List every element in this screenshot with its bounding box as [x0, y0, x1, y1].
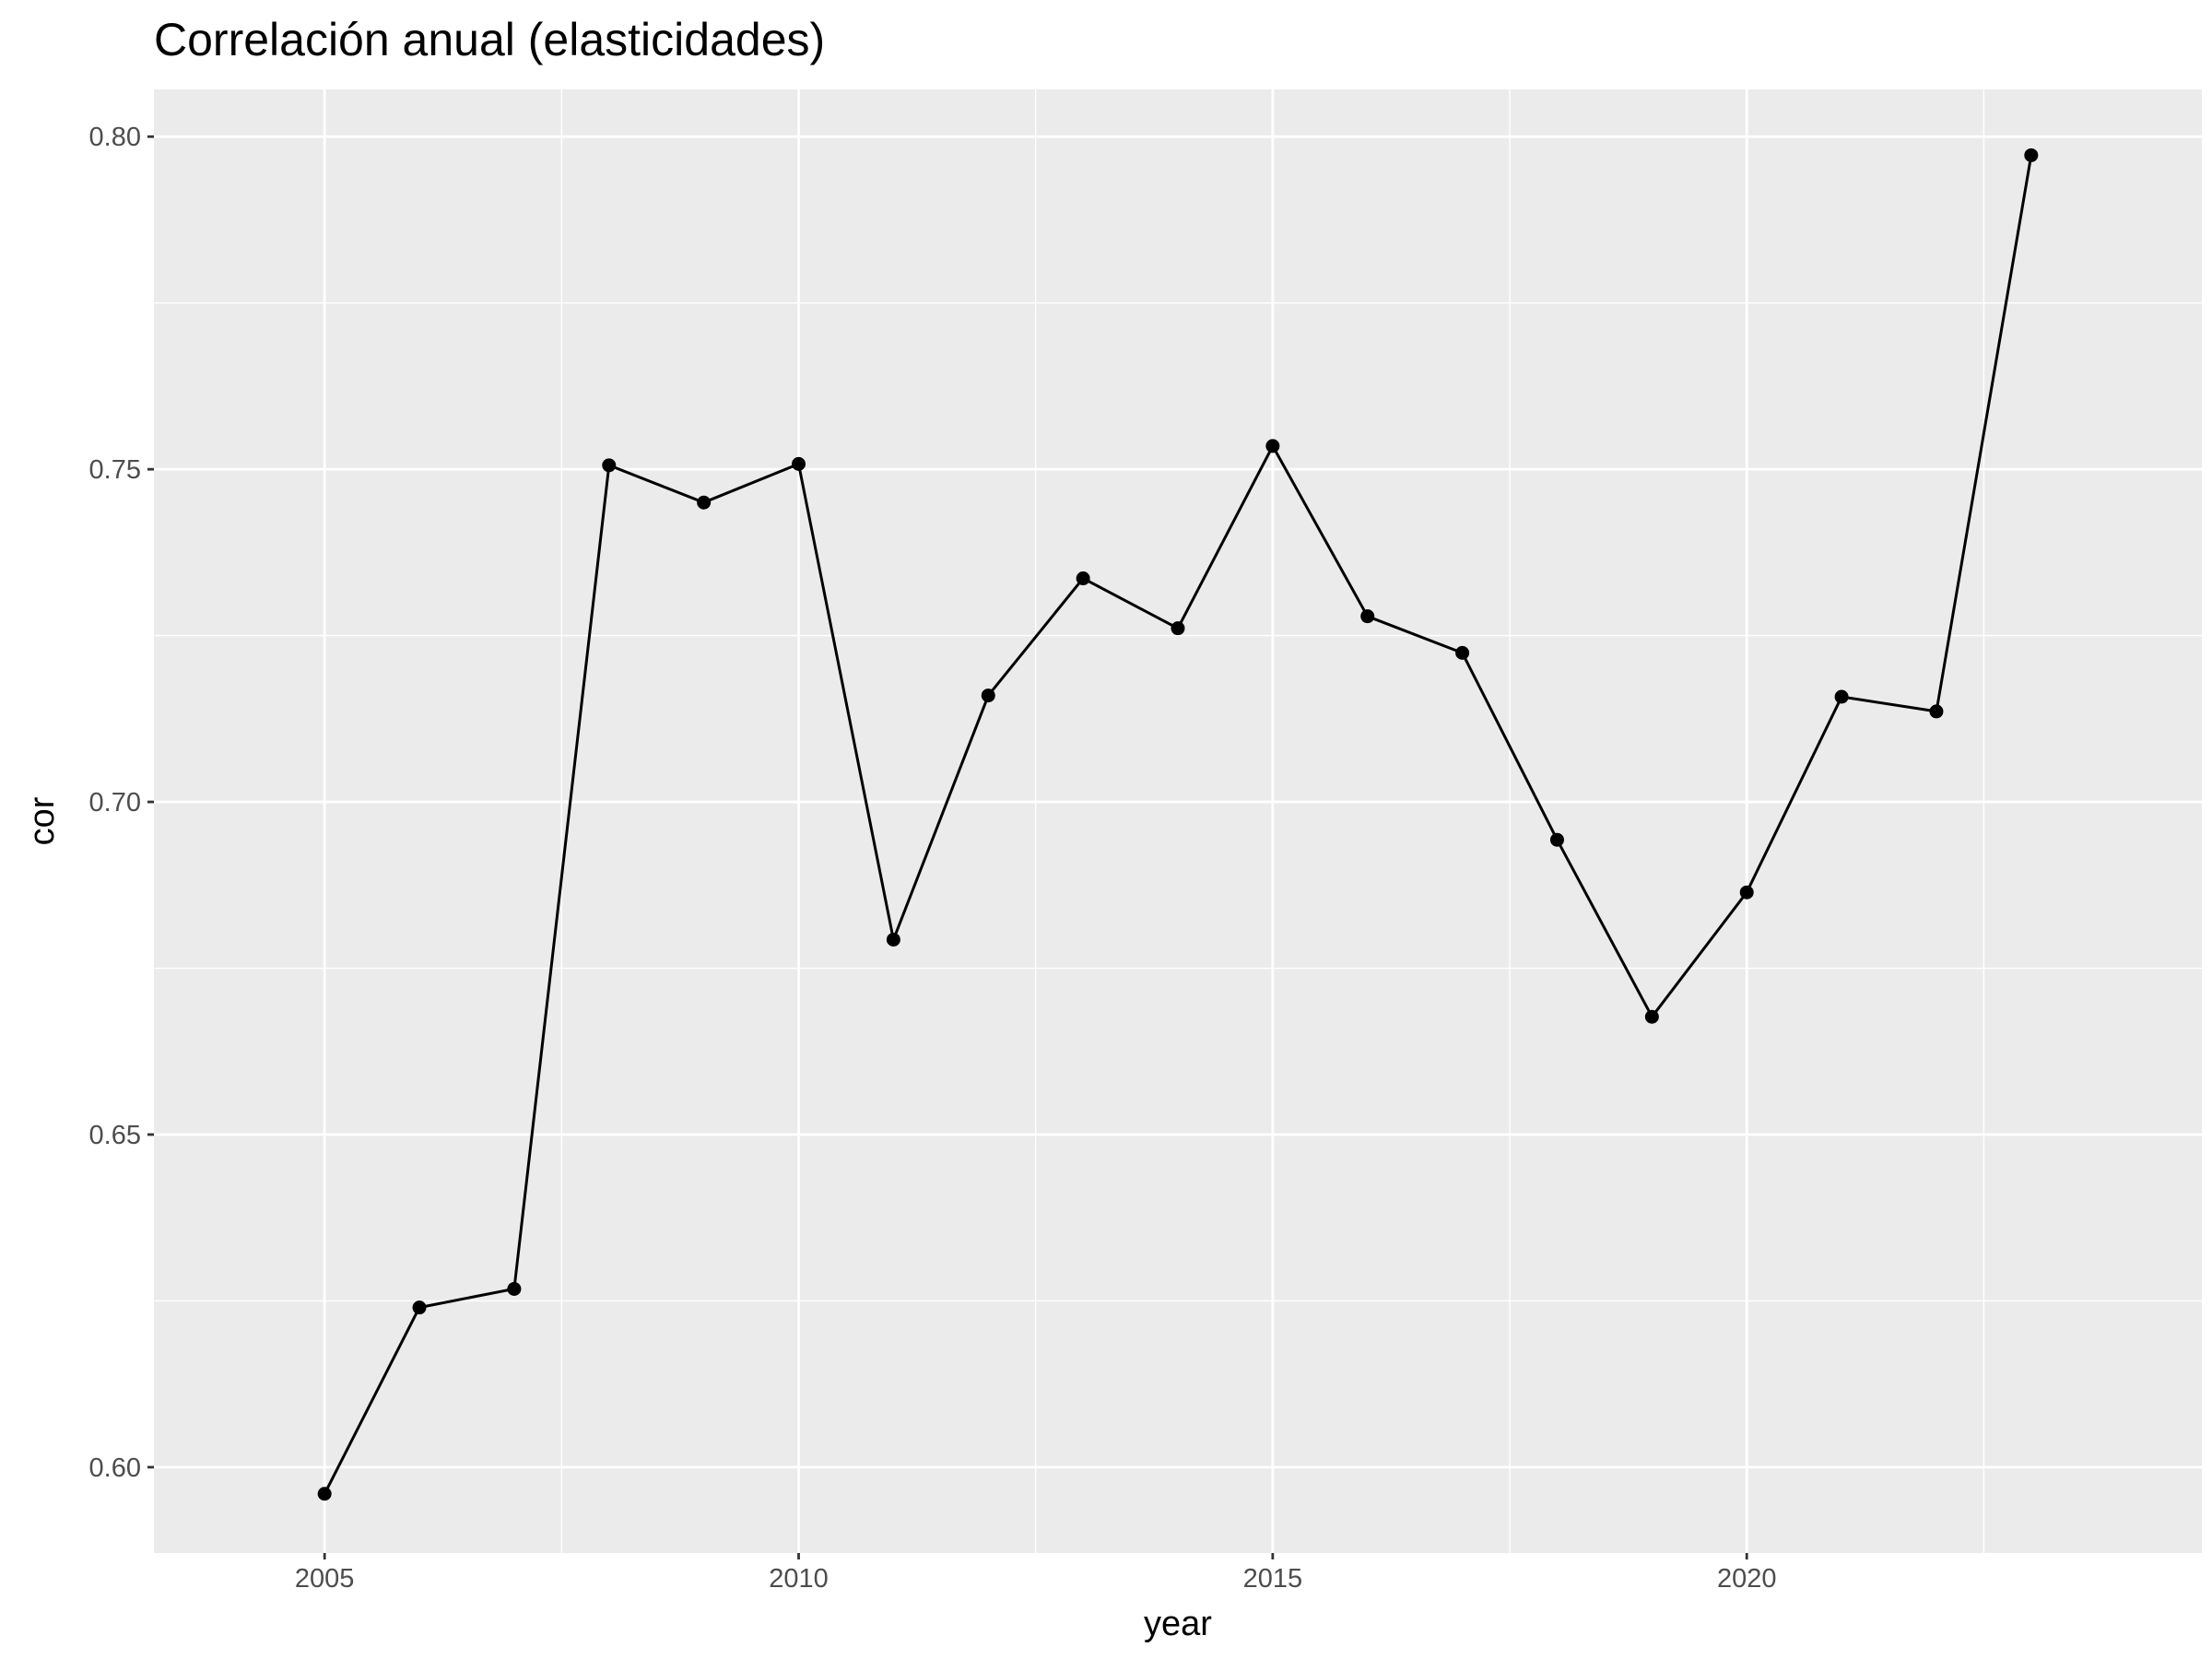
- major-gridlines: [154, 89, 2202, 1553]
- y-tick-label: 0.80: [89, 123, 141, 152]
- data-point: [507, 1281, 522, 1296]
- data-point: [602, 458, 617, 473]
- data-point: [1834, 689, 1849, 704]
- data-point: [792, 456, 806, 471]
- data-point: [1929, 704, 1944, 719]
- data-point: [1739, 885, 1754, 900]
- data-point: [981, 688, 995, 703]
- x-axis-title: year: [1144, 1605, 1212, 1643]
- x-tick-label: 2015: [1243, 1564, 1303, 1594]
- y-tick-label: 0.75: [89, 455, 141, 485]
- data-point: [2024, 147, 2039, 162]
- data-point: [886, 932, 900, 947]
- plot-panel: [154, 89, 2202, 1553]
- data-point: [1455, 645, 1470, 660]
- data-point: [412, 1300, 427, 1315]
- data-point: [1171, 621, 1185, 636]
- data-point: [1549, 832, 1564, 847]
- axis-ticks: [147, 135, 1748, 1559]
- y-tick-label: 0.65: [89, 1121, 141, 1150]
- chart-title: Correlación anual (elasticidades): [154, 14, 826, 65]
- x-tick-label: 2020: [1717, 1564, 1777, 1594]
- y-axis-title: cor: [23, 796, 62, 845]
- series-layer: [317, 147, 2039, 1501]
- data-point: [697, 495, 712, 510]
- data-point: [1265, 439, 1280, 453]
- tick-labels: 2005 2010 2015 2020 0.60 0.65 0.70 0.75 0.80: [89, 123, 1777, 1594]
- minor-gridlines: [154, 89, 2202, 1553]
- data-point: [1076, 571, 1090, 586]
- data-point: [1360, 609, 1375, 624]
- data-point: [317, 1487, 332, 1501]
- y-tick-label: 0.70: [89, 788, 141, 818]
- x-tick-label: 2010: [769, 1564, 829, 1594]
- y-tick-label: 0.60: [89, 1453, 141, 1483]
- x-tick-label: 2005: [295, 1564, 355, 1594]
- data-point: [1644, 1009, 1659, 1024]
